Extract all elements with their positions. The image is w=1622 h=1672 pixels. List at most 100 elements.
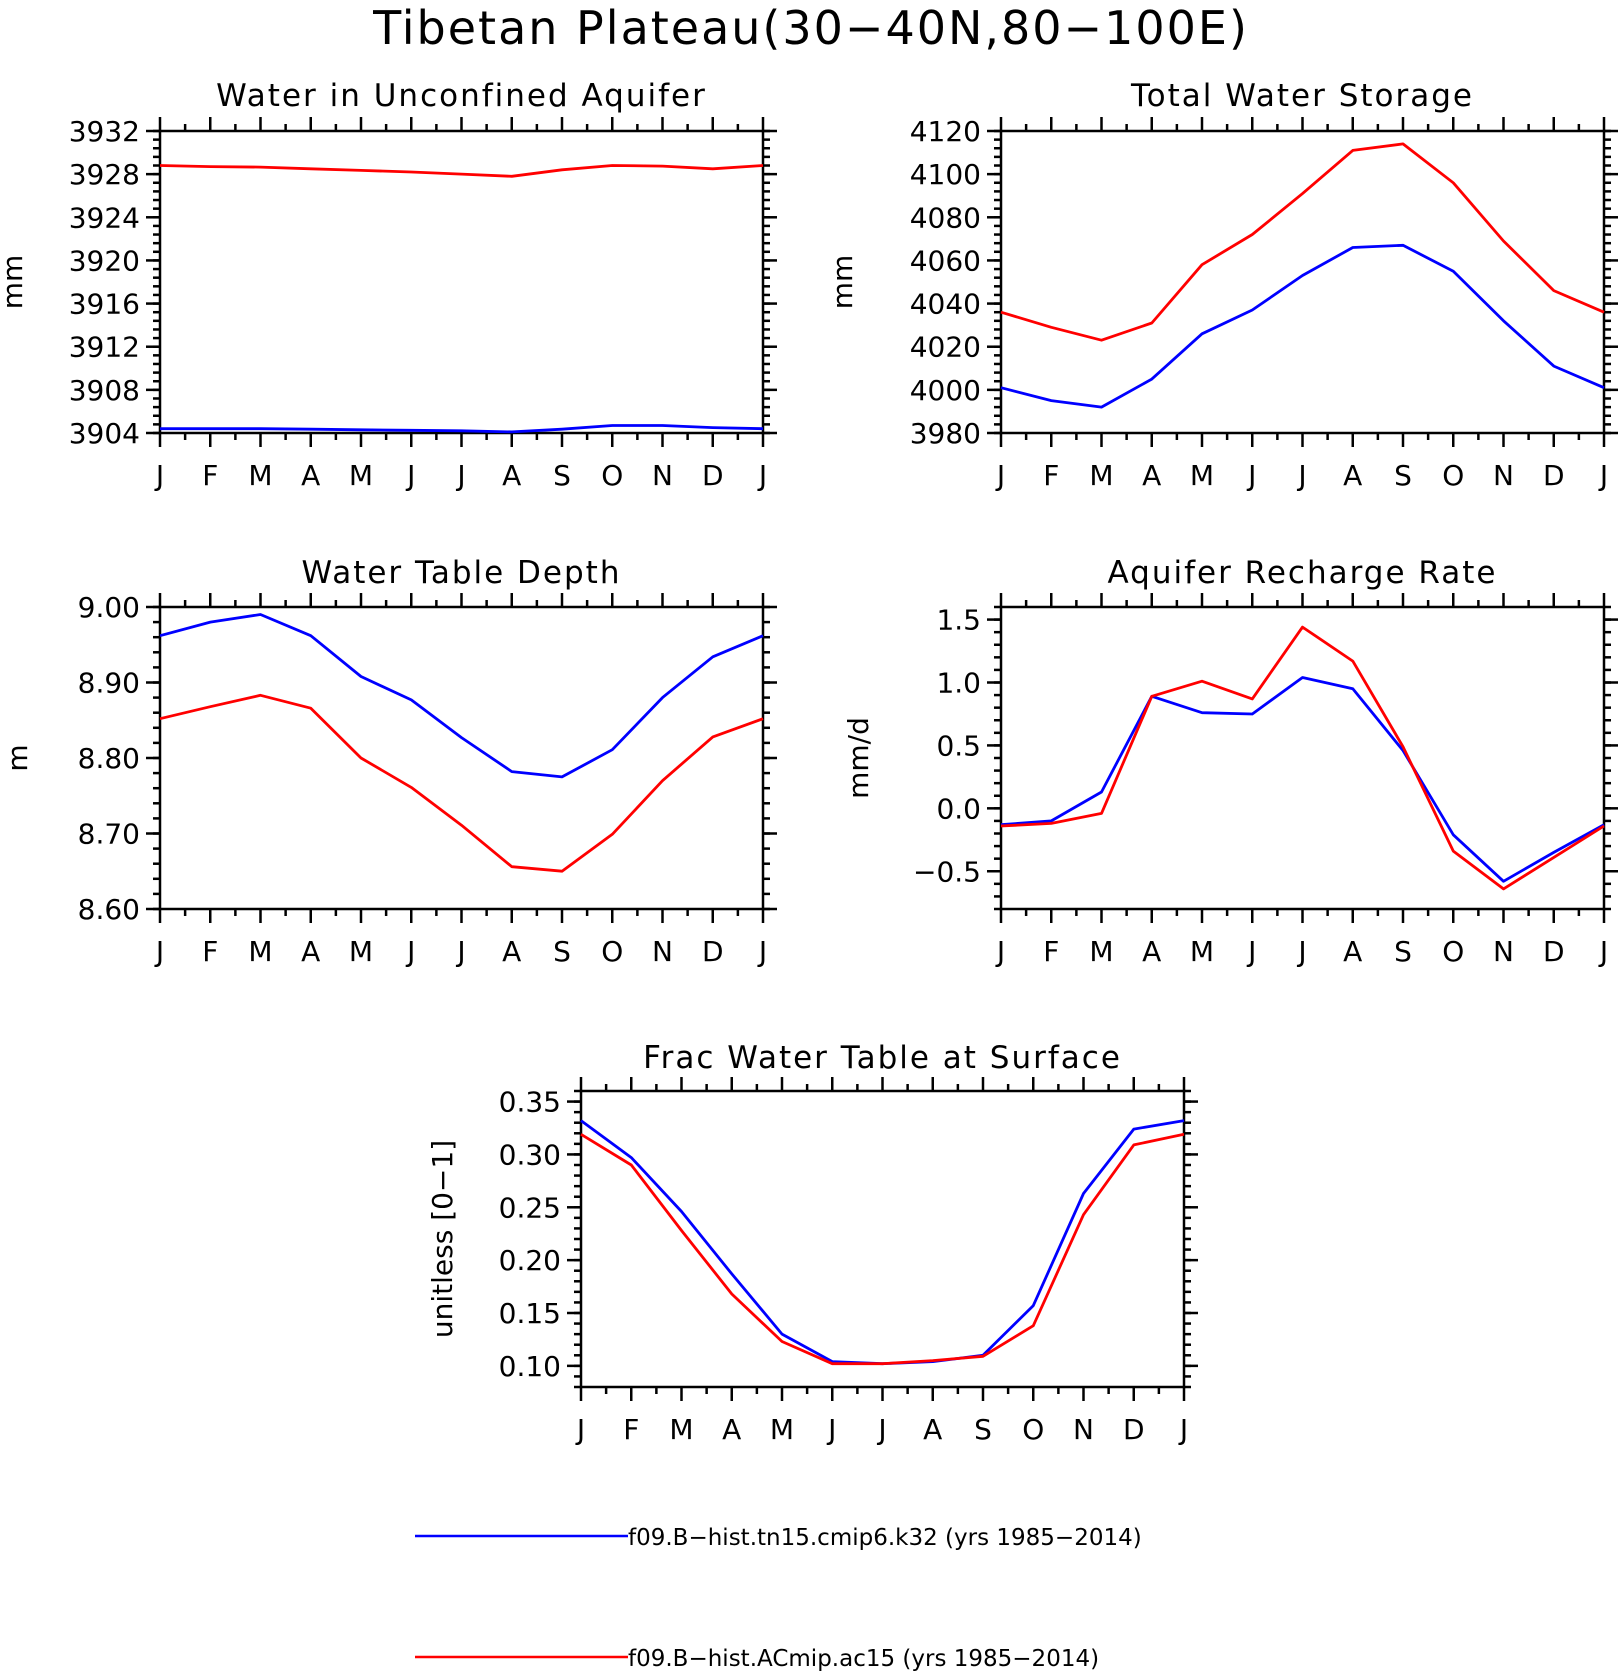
y-tick-label: 0.15 <box>499 1297 561 1330</box>
y-tick-label: 3908 <box>69 374 140 407</box>
series-line-blue <box>1000 676 1605 883</box>
x-tick-label: F <box>623 1413 639 1446</box>
series-line-red <box>580 1132 1185 1366</box>
x-tick-label: S <box>1394 935 1412 968</box>
series-line-blue <box>580 1119 1185 1366</box>
y-tick-label: 3904 <box>69 417 140 450</box>
y-tick-label: 4060 <box>910 244 981 277</box>
x-tick-label: A <box>1142 459 1161 492</box>
y-tick-label: 3916 <box>69 288 140 321</box>
x-tick-label: M <box>349 935 373 968</box>
legend-label-red: f09.B−hist.ACmip.ac15 (yrs 1985−2014) <box>628 1646 1099 1672</box>
x-tick-label: M <box>1089 935 1113 968</box>
x-tick-label: N <box>1493 459 1514 492</box>
x-tick-label: M <box>669 1413 693 1446</box>
plot-frame <box>999 605 1606 911</box>
x-tick-label: A <box>722 1413 741 1446</box>
y-tick-label: 0.35 <box>499 1086 561 1119</box>
x-tick-label: J <box>876 1413 886 1446</box>
x-tick-label: M <box>1190 935 1214 968</box>
y-tick-label: 4120 <box>910 115 981 148</box>
legend: f09.B−hist.tn15.cmip6.k32 (yrs 1985−2014… <box>415 1525 1142 1672</box>
y-tick-label: 3932 <box>69 115 140 148</box>
y-tick-label: 4080 <box>910 201 981 234</box>
y-tick-label: 8.90 <box>78 667 140 700</box>
x-tick-label: A <box>923 1413 942 1446</box>
plot-frame <box>158 129 765 435</box>
y-tick-label: 0.0 <box>936 792 981 825</box>
x-tick-label: J <box>1246 935 1256 968</box>
y-tick-label: 1.0 <box>936 667 981 700</box>
y-tick-label: 0.5 <box>936 729 981 762</box>
series-line-red <box>159 164 764 178</box>
x-tick-label: O <box>1442 935 1464 968</box>
x-tick-label: M <box>349 459 373 492</box>
y-tick-label: 3924 <box>69 201 140 234</box>
panel-title: Water in Unconfined Aquifer <box>216 78 707 114</box>
y-tick-label: 0.30 <box>499 1138 561 1171</box>
x-tick-label: A <box>1142 935 1161 968</box>
x-tick-label: A <box>1343 459 1362 492</box>
x-tick-label: F <box>1043 935 1059 968</box>
x-tick-label: M <box>1190 459 1214 492</box>
y-tick-label: 0.25 <box>499 1191 561 1224</box>
x-tick-label: J <box>1598 459 1608 492</box>
legend-label-blue: f09.B−hist.tn15.cmip6.k32 (yrs 1985−2014… <box>628 1525 1142 1551</box>
x-tick-label: F <box>202 459 218 492</box>
y-tick-label: 3928 <box>69 158 140 191</box>
x-tick-label: O <box>1442 459 1464 492</box>
x-tick-label: J <box>826 1413 836 1446</box>
series-line-red <box>1000 625 1605 891</box>
y-tick-label: 4020 <box>910 331 981 364</box>
x-tick-label: A <box>301 459 320 492</box>
x-tick-label: D <box>1543 935 1565 968</box>
x-tick-label: J <box>1296 459 1306 492</box>
x-tick-label: J <box>455 459 465 492</box>
panel-title: Total Water Storage <box>1130 78 1474 114</box>
series-line-blue <box>159 613 764 779</box>
x-tick-label: D <box>702 459 724 492</box>
x-tick-label: J <box>1598 935 1608 968</box>
x-tick-label: M <box>248 459 272 492</box>
x-tick-label: J <box>154 459 164 492</box>
x-tick-label: J <box>1296 935 1306 968</box>
x-tick-label: D <box>702 935 724 968</box>
y-axis-label: unitless [0−1] <box>426 1140 459 1338</box>
y-tick-label: 3920 <box>69 244 140 277</box>
x-tick-label: O <box>1022 1413 1044 1446</box>
plot-frame <box>999 129 1606 435</box>
x-tick-label: J <box>757 935 767 968</box>
x-tick-label: J <box>575 1413 585 1446</box>
x-tick-label: J <box>1178 1413 1188 1446</box>
x-tick-label: M <box>248 935 272 968</box>
x-tick-label: S <box>1394 459 1412 492</box>
x-tick-label: J <box>154 935 164 968</box>
series-line-blue <box>1000 243 1605 409</box>
y-tick-label: 4040 <box>910 288 981 321</box>
y-tick-label: 0.20 <box>499 1244 561 1277</box>
x-tick-label: D <box>1123 1413 1145 1446</box>
x-tick-label: S <box>553 459 571 492</box>
y-axis-label: m <box>1 744 34 771</box>
x-tick-label: O <box>601 459 623 492</box>
y-tick-label: −0.5 <box>913 855 981 888</box>
x-tick-label: A <box>502 459 521 492</box>
series-line-blue <box>160 424 764 434</box>
y-tick-label: 4000 <box>910 374 981 407</box>
y-tick-label: 1.5 <box>936 604 981 637</box>
series-line-red <box>1000 142 1605 342</box>
y-axis-label: mm <box>0 255 29 310</box>
x-tick-label: N <box>652 459 673 492</box>
x-tick-label: O <box>601 935 623 968</box>
x-tick-label: J <box>455 935 465 968</box>
y-axis-label: mm/d <box>842 717 875 799</box>
x-tick-label: F <box>202 935 218 968</box>
x-tick-label: A <box>301 935 320 968</box>
